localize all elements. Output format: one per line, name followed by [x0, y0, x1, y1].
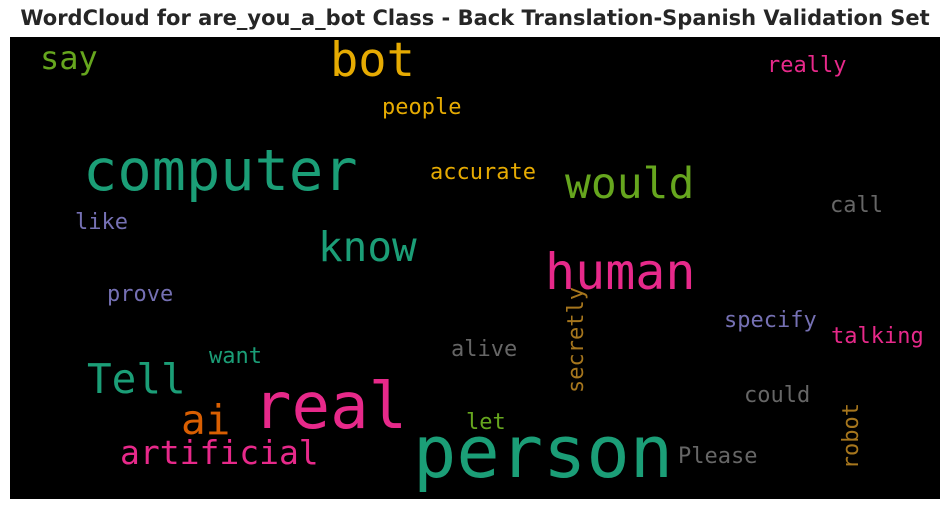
word-prove: prove [107, 284, 173, 306]
word-real: real [253, 375, 407, 439]
word-would: would [565, 163, 694, 206]
wordcloud-canvas: computer person real human bot would kno… [10, 37, 940, 499]
word-could: could [744, 385, 810, 407]
word-accurate: accurate [430, 162, 536, 184]
word-call: call [830, 195, 883, 217]
word-tell: Tell [87, 359, 186, 400]
word-please: Please [678, 446, 757, 468]
word-want: want [209, 346, 262, 368]
word-computer: computer [83, 143, 358, 200]
chart-title: WordCloud for are_you_a_bot Class - Back… [0, 5, 950, 31]
word-really: really [767, 55, 846, 77]
word-alive: alive [451, 339, 517, 361]
word-bot: bot [330, 37, 415, 84]
word-talking: talking [831, 326, 924, 348]
word-know: know [318, 227, 417, 268]
word-robot: robot [841, 403, 863, 469]
word-say: say [40, 42, 98, 74]
word-secretly: secretly [566, 287, 588, 393]
word-let: let [466, 412, 506, 434]
word-artificial: artificial [120, 436, 319, 469]
word-person: person [413, 416, 673, 488]
word-like: like [75, 212, 128, 234]
word-specify: specify [724, 310, 817, 332]
word-people: people [382, 97, 461, 119]
